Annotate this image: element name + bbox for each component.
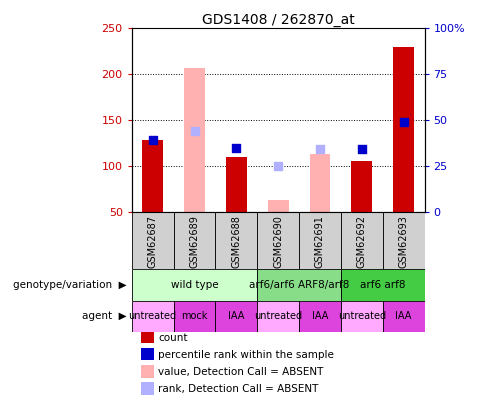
Bar (268, 200, 288, 212)
Bar (174, 301, 215, 332)
Bar (341, 301, 383, 332)
Text: value, Detection Call = ABSENT: value, Detection Call = ABSENT (158, 367, 324, 377)
Bar (141, 348, 154, 360)
Bar (341, 269, 425, 301)
Text: GSM62687: GSM62687 (148, 215, 158, 268)
Text: GSM62690: GSM62690 (273, 215, 283, 268)
Bar (383, 301, 425, 332)
Bar (215, 212, 257, 269)
Text: untreated: untreated (129, 311, 177, 322)
Bar (257, 212, 299, 269)
Bar (383, 212, 425, 269)
Text: arf6 arf8: arf6 arf8 (360, 280, 406, 290)
Bar (132, 212, 174, 269)
Text: IAA: IAA (395, 311, 412, 322)
Bar (174, 212, 215, 269)
Point (400, 119, 407, 125)
Point (232, 144, 240, 151)
Text: arf6/arf6 ARF8/arf8: arf6/arf6 ARF8/arf8 (249, 280, 349, 290)
Text: count: count (158, 333, 187, 343)
Text: agent  ▶: agent ▶ (82, 311, 127, 322)
Bar (299, 212, 341, 269)
Text: GSM62691: GSM62691 (315, 215, 325, 268)
Text: mock: mock (182, 311, 208, 322)
Text: percentile rank within the sample: percentile rank within the sample (158, 350, 334, 360)
Bar (132, 269, 257, 301)
Bar (215, 301, 257, 332)
Bar (351, 161, 372, 212)
Text: GSM62692: GSM62692 (357, 215, 367, 268)
Bar (142, 140, 163, 212)
Bar (141, 331, 154, 343)
Text: wild type: wild type (171, 280, 218, 290)
Text: rank, Detection Call = ABSENT: rank, Detection Call = ABSENT (158, 384, 319, 394)
Bar (184, 68, 205, 212)
Point (316, 146, 324, 153)
Bar (299, 301, 341, 332)
Text: GSM62689: GSM62689 (189, 215, 200, 268)
Text: untreated: untreated (338, 311, 386, 322)
Bar (132, 301, 174, 332)
Point (191, 128, 199, 134)
Text: untreated: untreated (254, 311, 302, 322)
Bar (309, 154, 330, 212)
Bar (226, 157, 247, 212)
Bar (141, 365, 154, 377)
Text: GSM62688: GSM62688 (231, 215, 242, 268)
Bar (393, 47, 414, 212)
Bar (257, 269, 341, 301)
Point (149, 137, 157, 143)
Point (274, 163, 282, 169)
Point (358, 146, 366, 153)
Bar (141, 382, 154, 395)
Text: genotype/variation  ▶: genotype/variation ▶ (13, 280, 127, 290)
Text: IAA: IAA (312, 311, 328, 322)
Bar (341, 212, 383, 269)
Title: GDS1408 / 262870_at: GDS1408 / 262870_at (202, 13, 355, 27)
Bar (257, 301, 299, 332)
Text: GSM62693: GSM62693 (399, 215, 408, 268)
Text: IAA: IAA (228, 311, 244, 322)
